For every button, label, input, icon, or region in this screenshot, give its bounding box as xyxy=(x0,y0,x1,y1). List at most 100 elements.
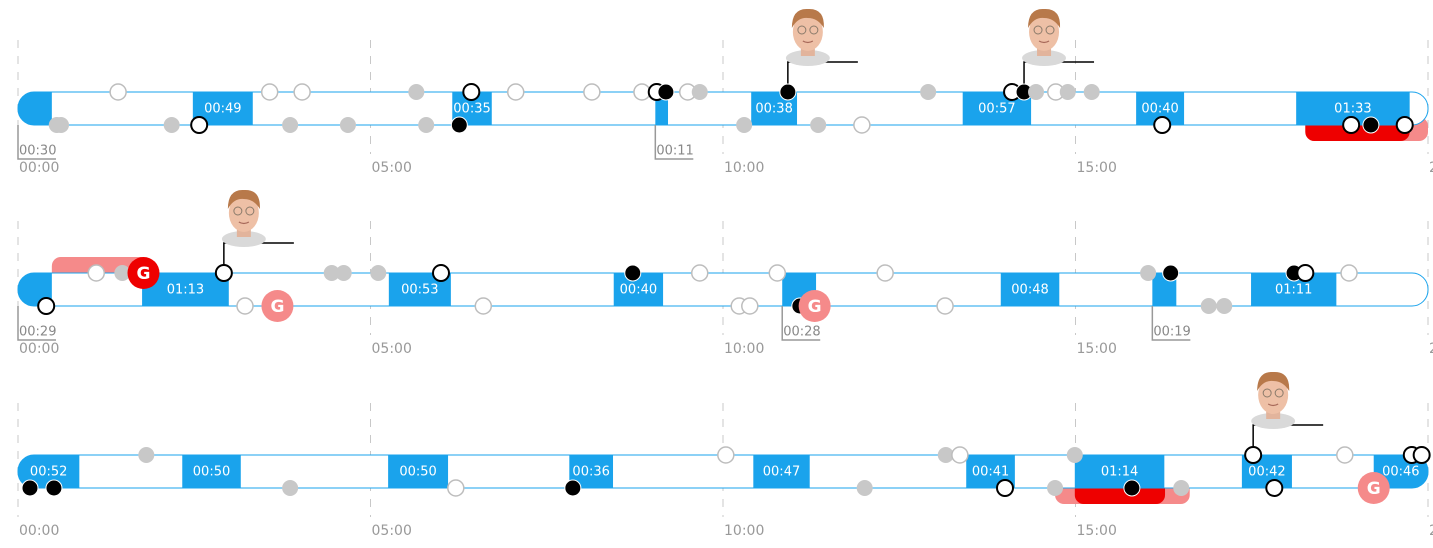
event-dot xyxy=(810,117,827,133)
event-dot xyxy=(1412,446,1431,464)
shift-label: 00:40 xyxy=(620,283,657,298)
period-row: 00:00 05:00 10:00 15:00 20:00 00:52 00:50 00:50… xyxy=(17,371,1433,539)
event-dot xyxy=(408,84,425,100)
event-dot xyxy=(282,480,299,496)
event-dot xyxy=(114,265,131,281)
event-dot xyxy=(432,264,450,282)
shift-label-bracket xyxy=(17,306,56,341)
photo-connector xyxy=(223,242,294,273)
photo-shoulders xyxy=(785,50,830,66)
photo-connector xyxy=(1252,424,1324,455)
shift-label: 00:36 xyxy=(572,465,609,480)
player-photo xyxy=(785,8,830,66)
shift-label: 00:38 xyxy=(755,102,792,117)
event-dot xyxy=(109,83,127,101)
photo-shoulders xyxy=(221,231,266,247)
goal-label: G xyxy=(270,297,284,317)
photo-shoulders xyxy=(1022,50,1067,66)
photo-connector xyxy=(787,61,858,92)
photo-eye xyxy=(1033,25,1043,35)
shift-label: 00:57 xyxy=(978,102,1015,117)
photo-mouth xyxy=(1267,403,1279,407)
shift-label: 00:29 xyxy=(19,325,56,340)
shift-label: 01:11 xyxy=(1275,283,1312,298)
photo-hair xyxy=(1257,371,1290,391)
shift-label: 01:14 xyxy=(1101,465,1138,480)
event-dot xyxy=(190,116,209,134)
event-dot xyxy=(138,447,155,463)
photo-eye xyxy=(797,25,807,35)
event-dot xyxy=(462,83,481,101)
photo-eye xyxy=(1274,388,1284,398)
event-dot xyxy=(1066,447,1083,463)
photo-mouth xyxy=(802,40,814,44)
shift-label: 00:19 xyxy=(1153,325,1190,340)
event-dot xyxy=(1153,116,1172,134)
shift-label: 00:49 xyxy=(204,102,241,117)
photo-face xyxy=(1258,376,1289,414)
event-dot xyxy=(236,297,254,315)
x-tick-label: 05:00 xyxy=(372,160,412,176)
player-photo xyxy=(1251,371,1296,429)
photo-eye xyxy=(809,25,819,35)
event-dot xyxy=(282,117,299,133)
goal-marker xyxy=(261,290,294,322)
shift-label: 00:11 xyxy=(656,144,693,159)
event-dot xyxy=(876,264,894,282)
shift-label: 00:50 xyxy=(399,465,436,480)
event-dot xyxy=(506,83,525,101)
event-dot xyxy=(1216,298,1233,314)
shift-label: 00:30 xyxy=(19,144,56,159)
shift-label: 00:48 xyxy=(1011,283,1048,298)
event-dot xyxy=(1336,446,1354,464)
photo-eye xyxy=(233,206,243,216)
event-dot xyxy=(45,479,63,497)
photo-mouth xyxy=(1038,40,1050,44)
shift xyxy=(1074,455,1165,488)
photo-hair xyxy=(227,189,260,209)
goal-label: G xyxy=(808,297,822,317)
photo-mouth xyxy=(238,221,250,225)
photo-shoulders xyxy=(1251,413,1296,429)
shift-label: 00:28 xyxy=(783,325,820,340)
event-dot xyxy=(163,117,180,133)
player-photo xyxy=(1022,8,1067,66)
event-dot xyxy=(768,264,787,282)
event-dot xyxy=(87,264,106,282)
event-dot xyxy=(1059,84,1076,100)
event-dot xyxy=(779,83,797,101)
event-dot xyxy=(717,446,735,464)
event-dot xyxy=(1162,264,1180,282)
event-dot xyxy=(1342,116,1361,134)
event-dot xyxy=(335,265,352,281)
goal-label: G xyxy=(1367,479,1381,499)
photo-eye xyxy=(245,206,255,216)
goal-marker xyxy=(127,257,160,289)
event-dot xyxy=(1028,84,1045,100)
event-dot xyxy=(583,83,601,101)
event-dot xyxy=(53,117,70,133)
shift-label: 01:13 xyxy=(167,283,204,298)
event-dot xyxy=(1265,479,1284,497)
goal-marker xyxy=(1357,472,1390,504)
event-dot xyxy=(418,117,435,133)
photo-face xyxy=(1029,13,1060,51)
x-tick-label: 05:00 xyxy=(372,523,412,539)
event-dot xyxy=(996,479,1014,497)
goal-marker xyxy=(798,290,831,322)
photo-face xyxy=(792,13,823,51)
event-dot xyxy=(447,479,465,497)
shifts xyxy=(18,92,1410,125)
photo-hair xyxy=(791,8,824,28)
event-dot xyxy=(293,83,311,101)
event-dot xyxy=(1340,264,1358,282)
shift-label: 00:47 xyxy=(763,465,800,480)
event-dot xyxy=(1244,446,1263,464)
shift-label: 00:53 xyxy=(401,283,438,298)
event-dot xyxy=(339,117,356,133)
shift xyxy=(1000,273,1060,306)
shift-label-bracket xyxy=(654,125,694,160)
event-dot xyxy=(690,264,709,282)
event-dot xyxy=(450,116,468,134)
